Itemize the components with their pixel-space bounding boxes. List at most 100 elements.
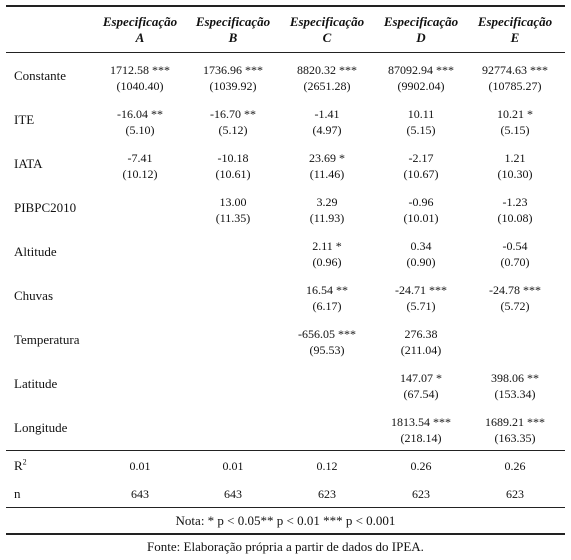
standard-error: (153.34) bbox=[494, 387, 536, 401]
standard-error: (9902.04) bbox=[397, 79, 445, 93]
standard-error: (6.17) bbox=[312, 299, 342, 313]
standard-error: (5.15) bbox=[406, 123, 436, 137]
standard-error: (0.90) bbox=[406, 255, 436, 269]
stat-value: 623 bbox=[318, 487, 336, 501]
row-label: Constante bbox=[14, 68, 66, 83]
standard-error: (1040.40) bbox=[116, 79, 164, 93]
standard-error: (10.61) bbox=[215, 167, 251, 181]
coefficient-value: -16.04 ** bbox=[117, 107, 163, 121]
row-label: Latitude bbox=[14, 376, 58, 391]
coefficient-value: 0.34 bbox=[410, 239, 432, 253]
column-header-letter: D bbox=[416, 30, 426, 45]
column-header: Especificação C bbox=[281, 14, 373, 46]
coefficient-cell: 147.07 * (67.54) bbox=[375, 370, 467, 402]
coefficient-cell: -7.41 (10.12) bbox=[94, 150, 186, 182]
stat-value: 0.26 bbox=[410, 459, 432, 473]
standard-error: (11.35) bbox=[215, 211, 251, 225]
standard-error: (5.72) bbox=[500, 299, 530, 313]
coefficient-value: 1689.21 *** bbox=[485, 415, 545, 429]
coefficient-cell: 276.38 (211.04) bbox=[375, 326, 467, 358]
coefficient-cell: -16.04 ** (5.10) bbox=[94, 106, 186, 138]
coefficient-cell: 1.21 (10.30) bbox=[469, 150, 561, 182]
standard-error: (10.08) bbox=[497, 211, 533, 225]
coefficient-cell: -1.41 (4.97) bbox=[281, 106, 373, 138]
coefficient-value: -24.71 *** bbox=[395, 283, 447, 297]
stat-label-text: R bbox=[14, 458, 23, 473]
coefficient-value: 16.54 ** bbox=[306, 283, 348, 297]
column-header: Especificação D bbox=[375, 14, 467, 46]
coefficient-value: 92774.63 *** bbox=[482, 63, 548, 77]
column-header-title: Especificação bbox=[477, 14, 553, 29]
coefficient-value: 1712.58 *** bbox=[110, 63, 170, 77]
column-header-letter: A bbox=[135, 30, 145, 45]
note-rule bbox=[6, 507, 565, 508]
coefficient-cell: 10.11 (5.15) bbox=[375, 106, 467, 138]
standard-error: (10785.27) bbox=[488, 79, 542, 93]
coefficient-cell: 2.11 * (0.96) bbox=[281, 238, 373, 270]
coefficient-value: 10.21 * bbox=[497, 107, 533, 121]
coefficient-cell: 1712.58 *** (1040.40) bbox=[94, 62, 186, 94]
standard-error: (1039.92) bbox=[209, 79, 257, 93]
row-label: Chuvas bbox=[14, 288, 53, 303]
coefficient-cell: 13.00 (11.35) bbox=[187, 194, 279, 226]
coefficient-value: -2.17 bbox=[408, 151, 434, 165]
standard-error: (5.15) bbox=[500, 123, 530, 137]
stat-label-superscript: 2 bbox=[22, 457, 27, 467]
column-header: Especificação B bbox=[187, 14, 279, 46]
coefficient-value: 2.11 * bbox=[312, 239, 342, 253]
coefficient-cell: -656.05 *** (95.53) bbox=[281, 326, 373, 358]
standard-error: (211.04) bbox=[400, 343, 442, 357]
coefficient-value: 1736.96 *** bbox=[203, 63, 263, 77]
stat-value: 0.26 bbox=[504, 459, 526, 473]
coefficient-cell: 1736.96 *** (1039.92) bbox=[187, 62, 279, 94]
coefficient-value: 13.00 bbox=[219, 195, 247, 209]
coefficient-cell: 92774.63 *** (10785.27) bbox=[469, 62, 561, 94]
coefficient-value: -0.54 bbox=[502, 239, 528, 253]
coefficient-cell: 3.29 (11.93) bbox=[281, 194, 373, 226]
coefficient-value: -1.41 bbox=[314, 107, 340, 121]
coefficient-value: 87092.94 *** bbox=[388, 63, 454, 77]
header-rule bbox=[6, 52, 565, 53]
bottom-rule bbox=[6, 533, 565, 535]
coefficient-value: 8820.32 *** bbox=[297, 63, 357, 77]
stat-value: 623 bbox=[412, 487, 430, 501]
column-header-title: Especificação bbox=[289, 14, 365, 29]
top-rule bbox=[6, 5, 565, 7]
standard-error: (5.10) bbox=[125, 123, 155, 137]
row-label: PIBPC2010 bbox=[14, 200, 77, 215]
standard-error: (5.12) bbox=[218, 123, 248, 137]
coefficient-cell: 398.06 ** (153.34) bbox=[469, 370, 561, 402]
stat-value: 643 bbox=[224, 487, 242, 501]
coefficient-value: 1.21 bbox=[504, 151, 526, 165]
coefficient-cell: 10.21 * (5.15) bbox=[469, 106, 561, 138]
stat-value: 0.01 bbox=[129, 459, 151, 473]
coefficient-cell: 1689.21 *** (163.35) bbox=[469, 414, 561, 446]
standard-error: (95.53) bbox=[309, 343, 345, 357]
standard-error: (218.14) bbox=[400, 431, 442, 445]
standard-error: (2651.28) bbox=[303, 79, 351, 93]
row-label: IATA bbox=[14, 156, 43, 171]
column-header-letter: C bbox=[322, 30, 332, 45]
stat-value: 643 bbox=[131, 487, 149, 501]
standard-error: (67.54) bbox=[403, 387, 439, 401]
standard-error: (10.30) bbox=[497, 167, 533, 181]
stat-label: n bbox=[14, 486, 21, 502]
coefficient-value: -16.70 ** bbox=[210, 107, 256, 121]
coefficient-value: 23.69 * bbox=[309, 151, 345, 165]
column-header-title: Especificação bbox=[102, 14, 178, 29]
source-note: Fonte: Elaboração própria a partir de da… bbox=[147, 539, 424, 554]
coefficient-value: 3.29 bbox=[316, 195, 338, 209]
coefficient-cell: -0.96 (10.01) bbox=[375, 194, 467, 226]
coefficient-cell: -2.17 (10.67) bbox=[375, 150, 467, 182]
row-label: Altitude bbox=[14, 244, 57, 259]
row-label: Temperatura bbox=[14, 332, 80, 347]
standard-error: (11.93) bbox=[309, 211, 345, 225]
coefficient-cell: -0.54 (0.70) bbox=[469, 238, 561, 270]
stat-label-text: n bbox=[14, 486, 21, 501]
row-label: ITE bbox=[14, 112, 35, 127]
coefficient-value: -0.96 bbox=[408, 195, 434, 209]
standard-error: (10.01) bbox=[403, 211, 439, 225]
coefficient-value: 398.06 ** bbox=[491, 371, 539, 385]
standard-error: (11.46) bbox=[309, 167, 345, 181]
